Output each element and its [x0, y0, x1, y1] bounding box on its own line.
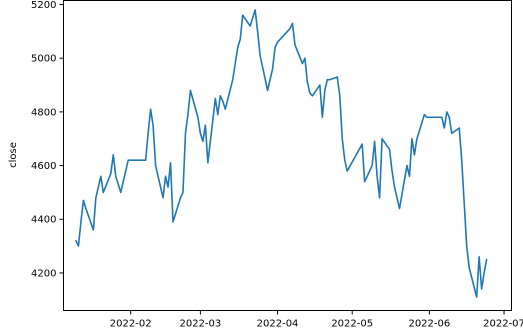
x-axis: 2022-02 2022-03 2022-04 2022-05 2022-06 2022-… — [110, 310, 523, 330]
y-tick-label: 5000 — [31, 54, 56, 65]
y-tick-label: 4600 — [31, 161, 56, 172]
y-tick-label: 4800 — [31, 107, 56, 118]
x-tick-label: 2022-05 — [331, 319, 373, 330]
x-tick-label: 2022-04 — [257, 319, 299, 330]
y-tick-label: 4200 — [31, 268, 56, 279]
series-line — [75, 9, 488, 298]
x-tick-label: 2022-03 — [179, 319, 221, 330]
x-tick-label: 2022-07 — [483, 319, 523, 330]
y-tick-label: 5200 — [31, 0, 56, 11]
y-tick-label: 4400 — [31, 215, 56, 226]
x-tick-label: 2022-02 — [110, 319, 152, 330]
y-axis-label: close — [8, 142, 19, 168]
y-axis: 4200 4400 4600 4800 5000 5200 — [31, 0, 64, 279]
plot-frame — [63, 0, 512, 311]
x-tick-label: 2022-06 — [408, 319, 450, 330]
